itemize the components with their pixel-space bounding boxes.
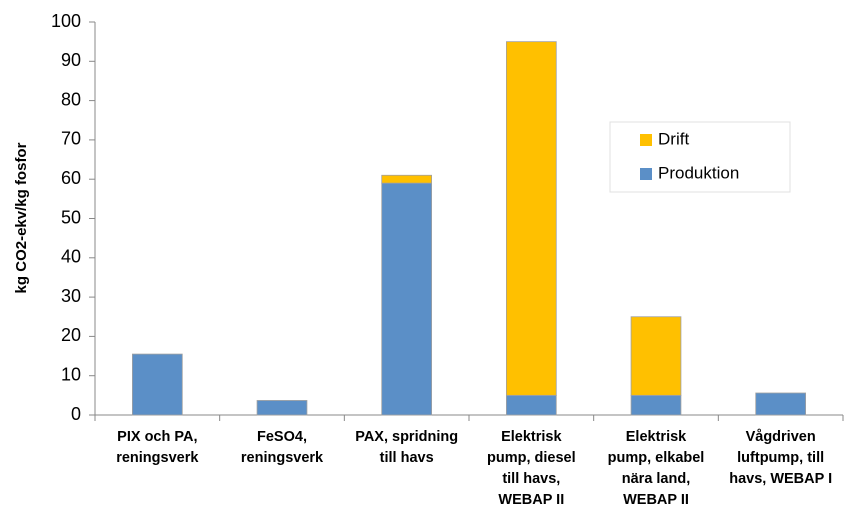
bar-segment <box>755 392 807 416</box>
y-axis-label: kg CO2-ekv/kg fosfor <box>13 142 30 293</box>
y-tick-label: 40 <box>61 247 81 267</box>
legend-box <box>609 121 791 193</box>
bar-segment <box>381 182 433 416</box>
x-tick-label: Elektrisk pump, diesel till havs, WEBAP … <box>487 429 576 508</box>
y-tick-label: 80 <box>61 89 81 109</box>
legend-swatch <box>640 168 652 180</box>
x-tick-label: PIX och PA, reningsverk <box>116 429 199 466</box>
legend-swatch <box>640 134 652 146</box>
bar-segment <box>131 353 183 416</box>
y-tick-label: 50 <box>61 207 81 227</box>
bar-segment <box>505 41 557 396</box>
x-tick-label: Elektrisk pump, elkabel nära land, WEBAP… <box>607 429 705 508</box>
y-tick-label: 10 <box>61 364 81 384</box>
bar-segment <box>256 400 308 416</box>
y-tick-label: 30 <box>61 286 81 306</box>
y-tick-label: 70 <box>61 129 81 149</box>
y-tick-label: 90 <box>61 50 81 70</box>
y-tick-label: 20 <box>61 325 81 345</box>
y-tick-label: 0 <box>71 404 81 424</box>
x-tick-label: PAX, spridning till havs <box>355 429 459 466</box>
x-tick-label: FeSO4, reningsverk <box>240 429 324 466</box>
bar-segment <box>630 394 682 416</box>
x-tick-label: Vågdriven luftpump, till havs, WEBAP I <box>729 429 833 487</box>
y-tick-label: 60 <box>61 168 81 188</box>
bar-segment <box>505 394 557 416</box>
bar-segment <box>630 316 682 396</box>
bar-segment <box>381 174 433 184</box>
legend-label: Drift <box>658 129 689 148</box>
legend-label: Produktion <box>658 163 739 182</box>
y-tick-label: 100 <box>51 11 81 31</box>
